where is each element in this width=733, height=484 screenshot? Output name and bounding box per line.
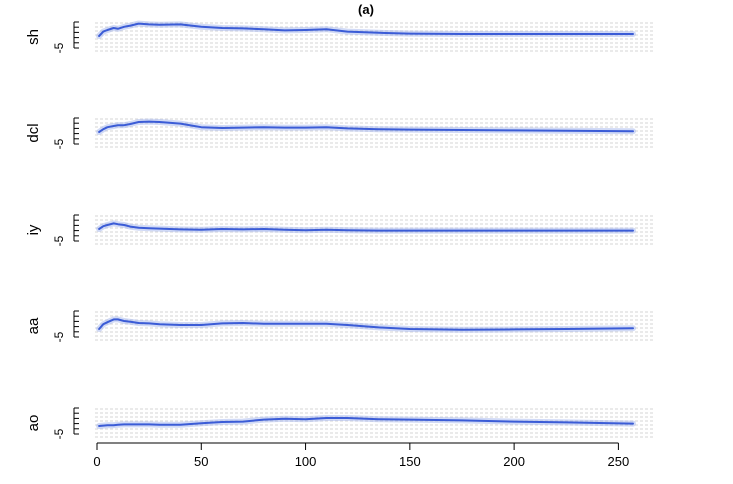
panel-iy: -5 iy [25, 214, 655, 246]
y-tick-label: -5 [52, 138, 66, 149]
panels: -5 sh -5 dcl -5 iy -5 aa -5 ao [25, 20, 655, 439]
panel-sh: -5 sh [25, 20, 655, 53]
x-tick-label: 0 [93, 454, 100, 469]
panel-aa: -5 aa [25, 310, 655, 342]
y-axis-label: ao [25, 415, 42, 432]
series-line [98, 22, 634, 37]
x-axis: 0 50 100 150 200 250 [93, 442, 630, 469]
y-axis-label: iy [25, 224, 42, 235]
y-axis-label: aa [25, 317, 42, 334]
series-line [98, 318, 634, 331]
series-line [98, 417, 634, 427]
panel-ao: -5 ao [25, 407, 655, 439]
y-tick-label: -5 [52, 235, 66, 246]
y-tick-label: -5 [52, 331, 66, 342]
y-axis-label: dcl [25, 123, 42, 142]
y-tick-label: -5 [52, 42, 66, 53]
y-axis-label: sh [25, 29, 42, 45]
y-tick-label: -5 [52, 428, 66, 439]
x-tick-label: 200 [503, 454, 525, 469]
series-line [98, 120, 634, 133]
chart-title: (a) [358, 2, 374, 17]
panel-dcl: -5 dcl [25, 117, 655, 149]
x-tick-label: 50 [194, 454, 208, 469]
series-line [98, 222, 634, 232]
x-tick-label: 150 [399, 454, 421, 469]
x-tick-label: 250 [608, 454, 630, 469]
x-tick-label: 100 [295, 454, 317, 469]
